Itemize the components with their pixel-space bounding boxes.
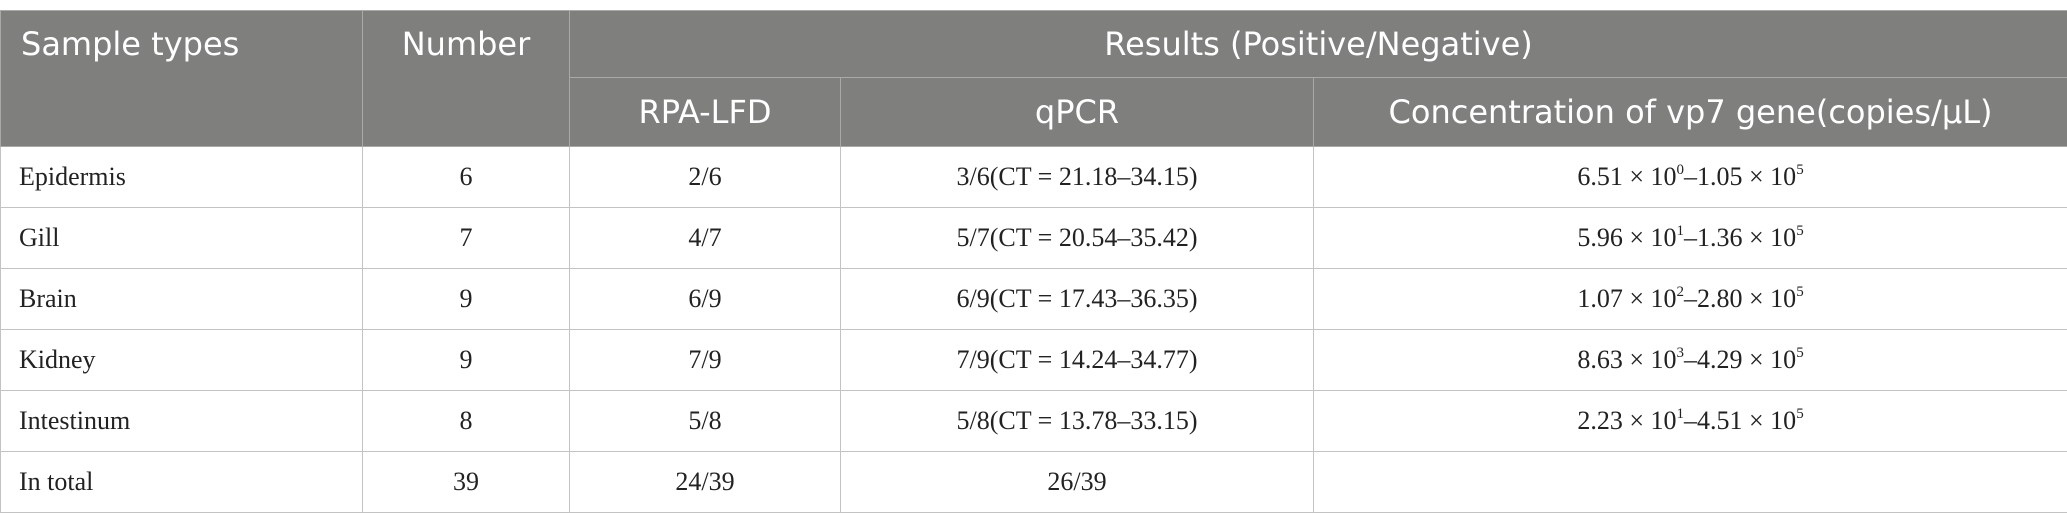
- table-cell: 8: [362, 390, 570, 452]
- table-cell: 3/6(CT = 21.18–34.15): [840, 146, 1314, 208]
- table-cell: 6/9(CT = 17.43–36.35): [840, 268, 1314, 330]
- exponent: 5: [1796, 345, 1804, 361]
- text-segment: –4.29 × 10: [1684, 345, 1797, 374]
- header-cell: RPA-LFD: [569, 77, 841, 147]
- exponent: 1: [1676, 406, 1685, 422]
- table-cell: Gill: [0, 207, 363, 269]
- text-segment: 2.23 × 10: [1577, 406, 1677, 435]
- table-cell: 7/9(CT = 14.24–34.77): [840, 329, 1314, 391]
- table-row: In total 39 24/39 26/39: [0, 451, 2067, 513]
- table-cell: 7: [362, 207, 570, 269]
- table-cell: 24/39: [569, 451, 841, 513]
- text-segment: 1.07 × 10: [1577, 284, 1677, 313]
- table-cell: 2/6: [569, 146, 841, 208]
- table-cell: Kidney: [0, 329, 363, 391]
- table-cell: 5/8(CT = 13.78–33.15): [840, 390, 1314, 452]
- table-cell: In total: [0, 451, 363, 513]
- header-row: RPA-LFD qPCR Concentration of vp7 gene(c…: [1, 77, 2067, 147]
- exponent: 5: [1796, 406, 1804, 422]
- table-cell: 9: [362, 268, 570, 330]
- table-cell: 6/9: [569, 268, 841, 330]
- results-table: Sample types Number Results (Positive/Ne…: [0, 10, 2067, 513]
- table-cell: 5.96 × 101–1.36 × 105: [1312, 207, 2067, 269]
- text-segment: –4.51 × 10: [1684, 406, 1797, 435]
- table-cell: Brain: [0, 268, 363, 330]
- exponent: 5: [1796, 162, 1804, 178]
- table-cell: 39: [362, 451, 570, 513]
- text-segment: 8.63 × 10: [1577, 345, 1677, 374]
- table-cell: 6: [362, 146, 570, 208]
- table-cell: 5/8: [569, 390, 841, 452]
- table-cell: 5/7(CT = 20.54–35.42): [840, 207, 1314, 269]
- text-segment: –1.36 × 10: [1684, 223, 1797, 252]
- table-cell: 2.23 × 101–4.51 × 105: [1312, 390, 2067, 452]
- text-segment: 6.51 × 10: [1577, 162, 1677, 191]
- table-cell: 9: [362, 329, 570, 391]
- exponent: 5: [1796, 284, 1804, 300]
- exponent: 3: [1676, 345, 1685, 361]
- table-cell: Intestinum: [0, 390, 363, 452]
- header-row: Sample types Number Results (Positive/Ne…: [0, 10, 2067, 147]
- table-cell: 7/9: [569, 329, 841, 391]
- table-cell: 6.51 × 100–1.05 × 105: [1312, 146, 2067, 208]
- header-cell: Results (Positive/Negative): [568, 10, 2067, 78]
- header-cell: Number: [362, 10, 570, 147]
- table-row: Epidermis 6 2/6 3/6(CT = 21.18–34.15) 6.51 ×…: [0, 146, 2067, 208]
- table-row: Brain 9 6/9 6/9(CT = 17.43–36.35) 1.07 × 102…: [0, 268, 2067, 330]
- table-row: Kidney 9 7/9 7/9(CT = 14.24–34.77) 8.63 × 10…: [0, 329, 2067, 391]
- table-cell: 4/7: [569, 207, 841, 269]
- table-header: Sample types Number Results (Positive/Ne…: [0, 10, 2067, 147]
- text-segment: –2.80 × 10: [1684, 284, 1797, 313]
- exponent: 0: [1676, 162, 1685, 178]
- table-row: Intestinum 8 5/8 5/8(CT = 13.78–33.15) 2.23 …: [0, 390, 2067, 452]
- table-cell: 1.07 × 102–2.80 × 105: [1312, 268, 2067, 330]
- exponent: 5: [1796, 223, 1804, 239]
- exponent: 1: [1676, 223, 1685, 239]
- empty-cell: [1312, 451, 2067, 513]
- header-cell: Concentration of vp7 gene(copies/μL): [1312, 77, 2067, 147]
- text-segment: –1.05 × 10: [1684, 162, 1797, 191]
- header-cell: qPCR: [840, 77, 1314, 147]
- table-row: Gill 7 4/7 5/7(CT = 20.54–35.42) 5.96 × 101–…: [0, 207, 2067, 269]
- exponent: 2: [1676, 284, 1685, 300]
- header-cell: Sample types: [0, 10, 363, 147]
- text-segment: 5.96 × 10: [1577, 223, 1677, 252]
- table-cell: 8.63 × 103–4.29 × 105: [1312, 329, 2067, 391]
- table-cell: 26/39: [840, 451, 1314, 513]
- table-cell: Epidermis: [0, 146, 363, 208]
- table-body: Epidermis 6 2/6 3/6(CT = 21.18–34.15) 6.51 ×…: [0, 146, 2067, 513]
